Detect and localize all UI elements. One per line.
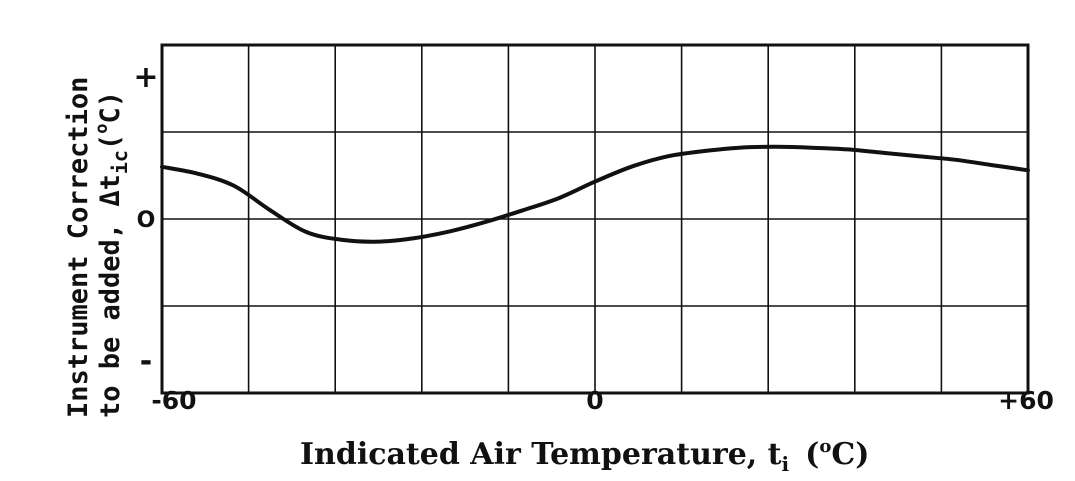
x-tick-labels: -60 0 +60 — [151, 386, 1053, 415]
grid — [162, 45, 1028, 393]
y-tick-labels: + O - — [133, 60, 158, 379]
svg-text:to be added, Δtic(oC): to be added, Δtic(oC) — [92, 91, 132, 418]
x-tick-label: -60 — [151, 386, 196, 415]
x-axis-label: Indicated Air Temperature, ti (oC) — [300, 436, 869, 476]
x-tick-label: 0 — [586, 386, 603, 415]
y-tick-label: O — [137, 208, 156, 233]
y-axis-label: Instrument Correction to be added, Δtic(… — [63, 77, 132, 418]
x-tick-label: +60 — [998, 386, 1054, 415]
plot-frame — [160, 43, 1030, 395]
y-tick-label: + — [133, 60, 158, 95]
y-tick-label: - — [140, 344, 152, 379]
svg-text:Instrument Correction: Instrument Correction — [63, 77, 94, 418]
correction-curve — [160, 144, 1030, 244]
